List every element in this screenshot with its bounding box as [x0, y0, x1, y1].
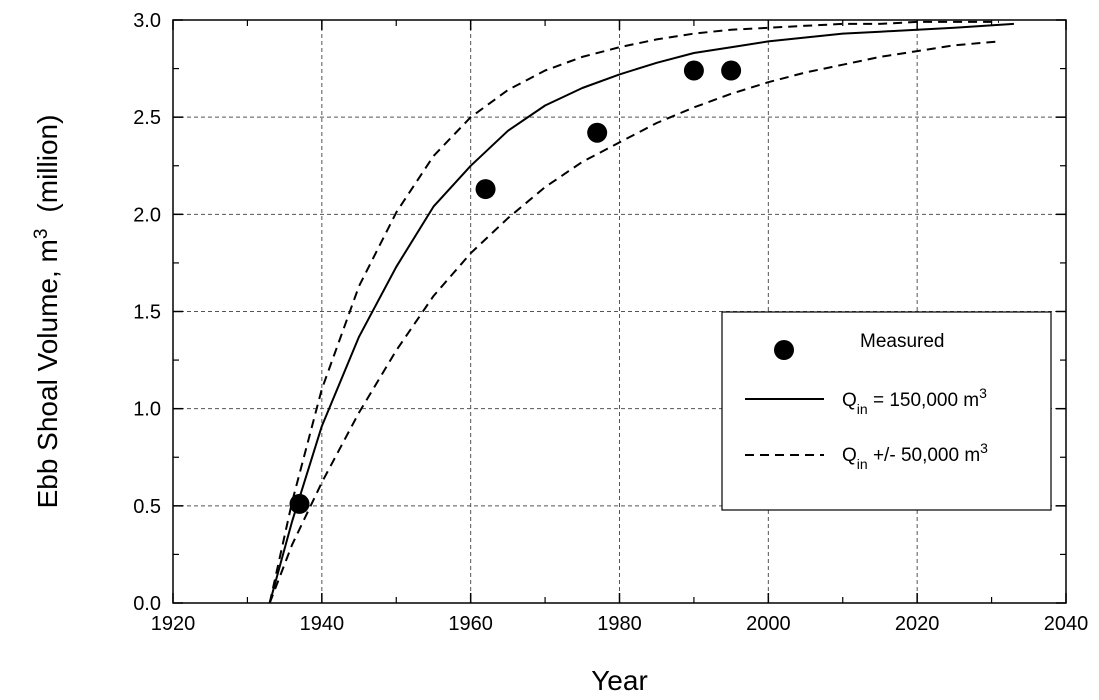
legend: Measured Qin = 150,000 m3 Qin +/- 50,000…	[721, 311, 1052, 511]
y-axis-title-sup: 3	[31, 229, 52, 240]
dashed-curve	[268, 40, 1000, 604]
legend-label-solid: Qin = 150,000 m3	[842, 385, 987, 417]
measured-point	[475, 179, 496, 200]
x-tick-label: 2020	[895, 613, 940, 635]
x-tick-label: 2000	[746, 613, 791, 635]
y-tick-label: 1.0	[133, 399, 161, 421]
dashed-curve	[268, 20, 999, 604]
y-tick-label: 1.5	[133, 302, 161, 324]
solid-curve	[268, 22, 1014, 604]
legend-label-measured: Measured	[860, 331, 945, 352]
measured-point	[683, 60, 704, 81]
measured-point	[721, 60, 742, 81]
y-axis-title: Ebb Shoal Volume, m3 (million)	[31, 115, 64, 509]
x-tick-label: 1980	[597, 613, 642, 635]
x-tick-label: 1960	[448, 613, 493, 635]
y-tick-label: 2.0	[133, 204, 161, 226]
legend-label-dashed: Qin +/- 50,000 m3	[842, 440, 988, 472]
axis-tick-labels: 1920 1940 1960 1980 2000 2020 2040 0.0 0.5 1.0 1.5…	[133, 10, 1088, 635]
x-axis-title: Year	[591, 665, 648, 696]
y-axis-title-main: Ebb Shoal Volume, m	[32, 239, 63, 508]
x-tick-label: 2040	[1044, 613, 1089, 635]
legend-marker-measured	[774, 340, 794, 360]
svg-text:Ebb Shoal Volume, m3(million): Ebb Shoal Volume, m3 (million)	[31, 115, 64, 509]
measured-point	[587, 122, 608, 143]
y-tick-label: 0.5	[133, 496, 161, 518]
x-tick-label: 1920	[151, 613, 196, 635]
y-tick-label: 0.0	[133, 593, 161, 615]
series-lines	[268, 20, 1014, 604]
y-tick-label: 2.5	[133, 107, 161, 129]
y-tick-label: 3.0	[133, 10, 161, 32]
axis-ticks	[172, 19, 1067, 604]
measured-points	[289, 60, 742, 514]
x-tick-label: 1940	[300, 613, 345, 635]
y-axis-title-suffix: (million)	[32, 115, 63, 213]
measured-point	[289, 493, 310, 514]
